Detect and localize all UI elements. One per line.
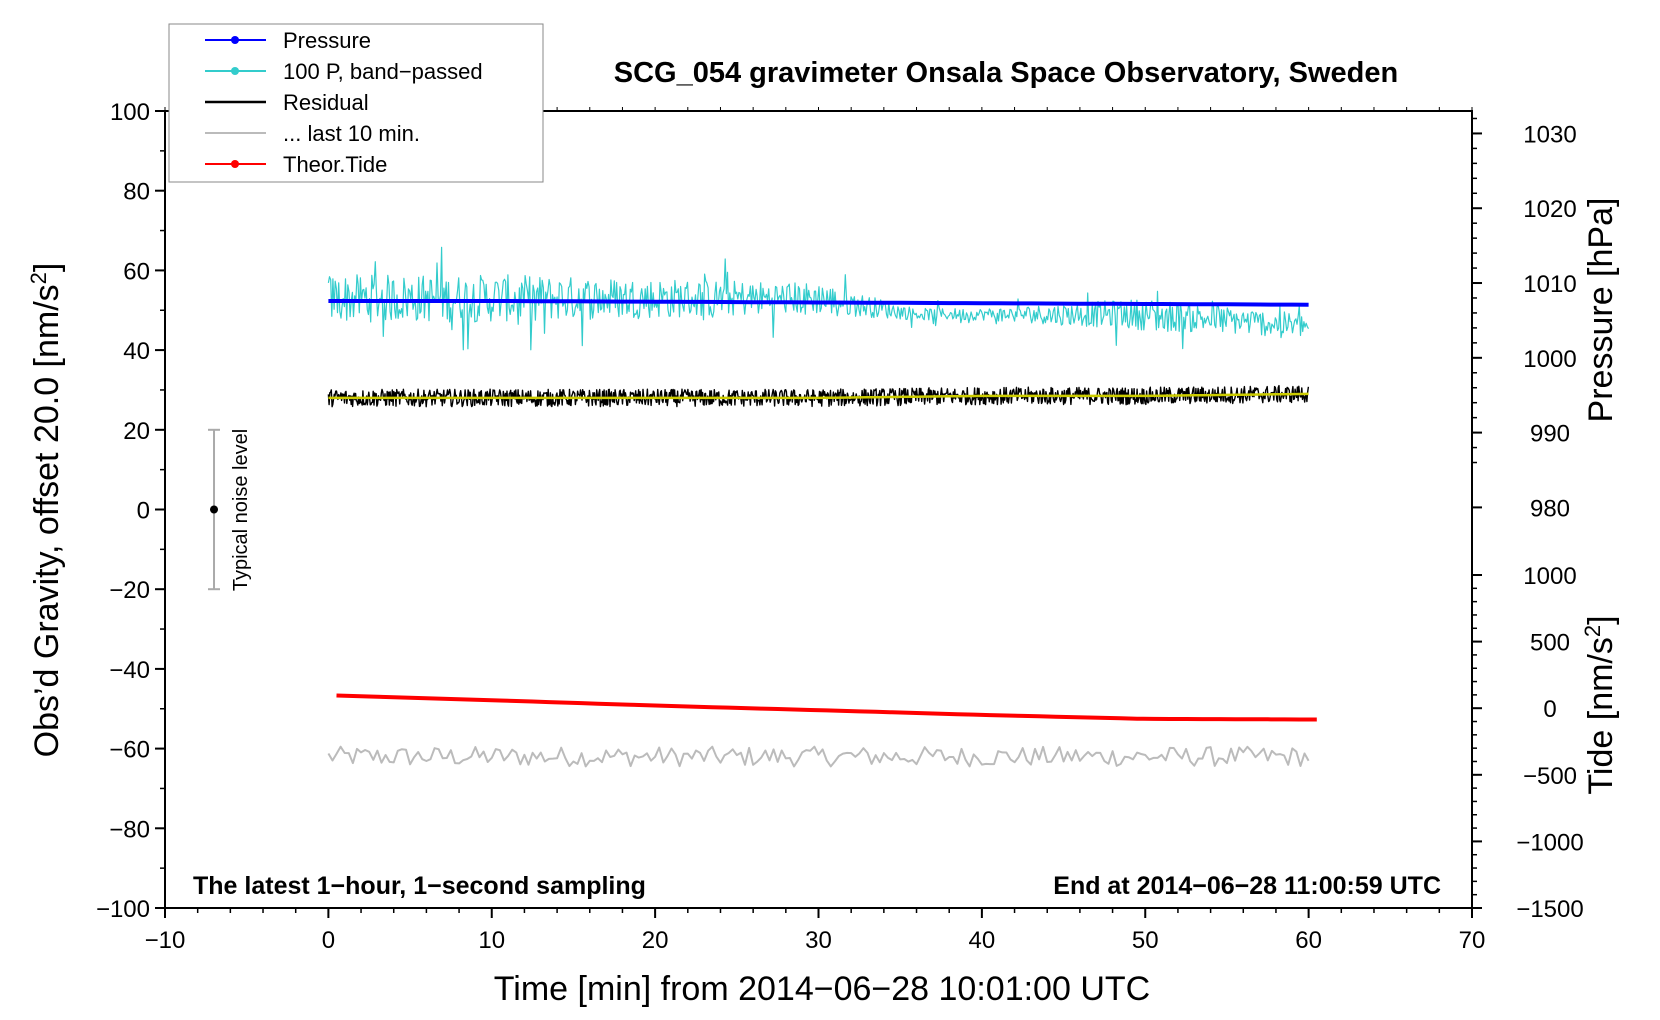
pressure-tick-label: 1010 [1523,271,1576,298]
series-last-10-min [327,745,1310,768]
x-tick-label: 10 [478,927,505,954]
series-pressure-bandpassed [327,246,1310,351]
y-left-tick-label: 40 [123,338,150,365]
x-tick-label: 30 [805,927,832,954]
y-left-tick-label: −80 [109,816,150,843]
y-left-tick-label: 60 [123,258,150,285]
legend-label: Residual [283,90,369,115]
legend-label: ... last 10 min. [283,121,420,146]
annotation-end-time: End at 2014−06−28 11:00:59 UTC [1053,872,1441,900]
pressure-tick-label: 1020 [1523,196,1576,223]
chart-title: SCG_054 gravimeter Onsala Space Observat… [614,57,1398,89]
tide-tick-label: −1000 [1516,829,1583,856]
legend-items: Pressure 100 P, band−passed Residual ... la… [205,28,483,177]
y-left-tick-label: −20 [109,577,150,604]
y-axis-label-tide: Tide [nm/s2] [1580,615,1621,794]
x-tick-label: 50 [1132,927,1159,954]
series-theor-tide [336,693,1317,722]
x-tick-label: 0 [322,927,335,954]
noise-level-label: Typical noise level [230,429,252,591]
tide-tick-label: 0 [1543,696,1556,723]
y-left-tick-label: 20 [123,418,150,445]
legend-marker [231,160,239,168]
x-axis-label: Time [min] from 2014−06−28 10:01:00 UTC [494,970,1150,1008]
legend-label: Theor.Tide [283,152,387,177]
series-layer [327,246,1317,768]
pressure-tick-label: 990 [1530,421,1570,448]
legend-marker [231,36,239,44]
y-axis-label-left: Obs’d Gravity, offset 20.0 [nm/s2] [26,263,67,758]
legend-label: 100 P, band−passed [283,59,483,84]
tick-layer: −10 0 10 20 30 40 50 60 70−100−80−60−40−20020406… [96,99,1584,954]
legend-marker [231,67,239,75]
y-left-tick-label: −100 [96,896,150,923]
tide-tick-label: 1000 [1523,563,1576,590]
pressure-tick-label: 980 [1530,495,1570,522]
y-left-tick-label: −60 [109,737,150,764]
legend: Pressure 100 P, band−passed Residual ... la… [168,23,544,183]
y-axis-label-pressure: Pressure [hPa] [1582,198,1620,423]
y-left-tick-label: −40 [109,657,150,684]
series-pressure [328,299,1309,307]
x-tick-label: 60 [1295,927,1322,954]
annotation-sampling: The latest 1−hour, 1−second sampling [193,872,646,900]
pressure-tick-label: 1030 [1523,121,1576,148]
legend-label: Pressure [283,28,371,53]
y-left-tick-label: 100 [110,99,150,126]
tide-tick-label: −500 [1523,763,1577,790]
series-residual-smoothed [328,392,1309,400]
tide-tick-label: 500 [1530,630,1570,657]
noise-bar-center [210,505,219,514]
y-left-tick-label: 0 [137,498,150,525]
series-residual [327,384,1310,408]
x-tick-label: 70 [1459,927,1486,954]
y-left-tick-label: 80 [123,179,150,206]
x-tick-label: 40 [969,927,996,954]
pressure-tick-label: 1000 [1523,346,1576,373]
x-tick-label: 20 [642,927,669,954]
noise-level-indicator [208,428,221,591]
x-tick-label: −10 [145,927,186,954]
tide-tick-label: −1500 [1516,896,1583,923]
